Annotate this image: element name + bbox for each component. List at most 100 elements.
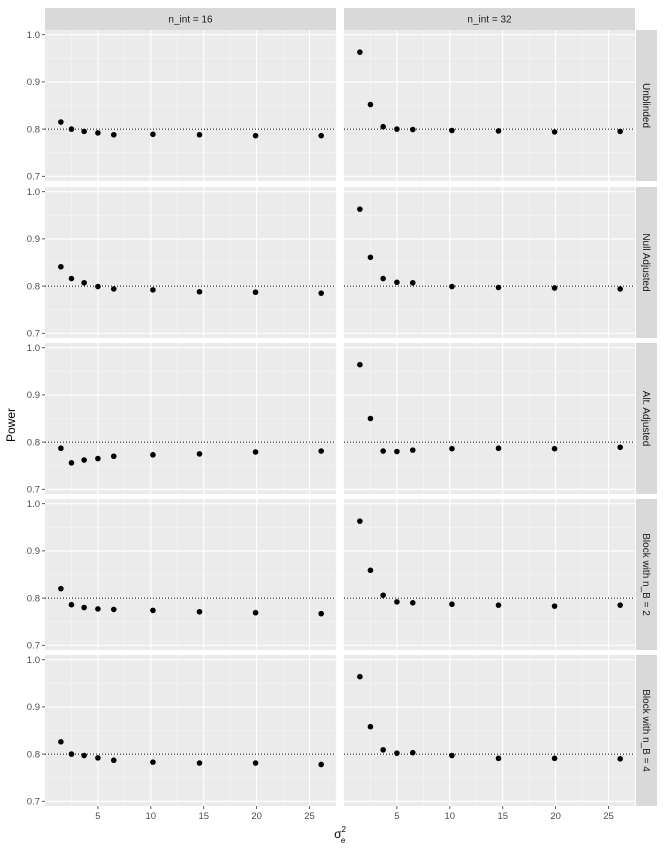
y-tick-label: 0.8 [27, 281, 40, 292]
y-tick-label: 0.8 [27, 437, 40, 448]
data-point-r2-c0-6 [196, 451, 203, 457]
x-tick-label: 20 [251, 811, 262, 822]
panel-4-1 [344, 655, 636, 806]
data-point-r4-c0-8 [318, 761, 324, 768]
x-tick-label: 25 [603, 811, 614, 822]
y-tick-label: 0.8 [27, 749, 40, 760]
y-tick-label: 0.9 [27, 234, 40, 245]
data-point-r0-c1-8 [617, 128, 623, 135]
y-tick-label: 0.7 [27, 641, 40, 652]
x-axis-title-main: σ [334, 827, 342, 841]
x-tick-label: 10 [146, 811, 157, 822]
data-point-r1-c0-2 [81, 279, 87, 286]
data-point-r3-c0-1 [68, 601, 75, 608]
data-point-r4-c1-2 [380, 747, 386, 753]
data-point-r4-c0-2 [81, 752, 87, 759]
data-point-r1-c1-8 [617, 286, 623, 292]
panel-1-0 [45, 187, 337, 338]
x-tick-label: 15 [198, 811, 209, 822]
data-point-r0-c1-7 [551, 129, 558, 135]
data-point-r1-c1-7 [551, 285, 558, 291]
panel-0-1 [344, 30, 636, 181]
y-tick-label: 0.8 [27, 593, 40, 604]
column-strip-1 [344, 8, 635, 30]
panels-layer [45, 30, 636, 806]
y-tick-label: 0.9 [27, 390, 40, 401]
data-point-r2-c1-3 [394, 448, 400, 455]
data-point-r1-c0-3 [95, 283, 101, 290]
data-point-r1-c1-5 [449, 283, 455, 290]
x-tick-label: 25 [304, 811, 315, 822]
data-point-r4-c1-6 [495, 755, 502, 762]
data-point-r3-c0-5 [150, 607, 156, 614]
data-point-r3-c0-3 [95, 606, 101, 612]
y-tick-label: 0.9 [27, 546, 40, 557]
y-tick-label: 1.0 [27, 655, 40, 666]
data-point-r1-c1-3 [394, 279, 400, 286]
data-point-r0-c1-1 [367, 101, 374, 108]
y-tick-label: 0.7 [27, 329, 40, 340]
y-tick-label: 1.0 [27, 187, 40, 198]
data-point-r0-c0-6 [196, 131, 203, 138]
data-point-r4-c1-5 [449, 752, 455, 759]
y-tick-label: 1.0 [27, 499, 40, 510]
data-point-r1-c0-4 [110, 286, 117, 292]
data-point-r0-c1-4 [409, 126, 416, 133]
data-point-r3-c0-0 [58, 585, 64, 592]
data-point-r1-c1-0 [357, 206, 363, 212]
row-strip-label-2: Alt. Adjusted [640, 391, 651, 447]
row-strip-label-3: Block with n_B = 2 [640, 533, 651, 616]
strips-layer: n_int = 16 n_int = 32 Unblinded Null Adjust… [45, 8, 657, 806]
data-point-r0-c1-5 [449, 127, 455, 134]
data-point-r2-c0-2 [81, 457, 87, 463]
data-point-r4-c0-1 [68, 751, 75, 757]
panel-3-1 [344, 499, 636, 650]
data-point-r1-c1-1 [367, 254, 374, 261]
data-point-r2-c1-2 [380, 448, 386, 454]
data-point-r0-c1-2 [380, 123, 386, 130]
x-tick-label: 5 [95, 811, 100, 822]
data-point-r3-c1-4 [409, 600, 416, 606]
x-tick-label: 10 [445, 811, 456, 822]
data-point-r1-c0-8 [318, 290, 324, 296]
data-point-r3-c0-4 [110, 606, 117, 613]
data-point-r0-c0-4 [110, 131, 117, 138]
data-point-r2-c0-0 [58, 445, 64, 452]
data-point-r2-c0-5 [150, 452, 156, 458]
data-point-r1-c0-5 [150, 287, 156, 293]
data-point-r4-c0-7 [252, 760, 259, 766]
data-point-r0-c1-3 [394, 126, 400, 132]
panel-2-0 [45, 343, 337, 494]
data-point-r2-c1-6 [495, 445, 502, 452]
data-point-r4-c1-7 [551, 755, 558, 762]
data-point-r1-c0-7 [252, 289, 259, 296]
data-point-r3-c0-8 [318, 610, 324, 617]
data-point-r2-c1-7 [551, 445, 558, 452]
x-axis-title-sub: e [341, 836, 346, 845]
data-point-r0-c0-7 [252, 132, 259, 139]
data-point-r3-c0-6 [196, 608, 203, 615]
data-point-r0-c0-3 [95, 130, 101, 136]
row-strip-label-1: Null Adjusted [640, 233, 651, 291]
row-strip-4 [636, 655, 657, 806]
data-point-r3-c1-5 [449, 601, 455, 608]
y-tick-label: 0.7 [27, 172, 40, 183]
data-point-r1-c0-0 [58, 263, 64, 270]
y-tick-label: 0.7 [27, 485, 40, 496]
data-point-r0-c0-0 [58, 119, 64, 125]
y-tick-label: 0.9 [27, 77, 40, 88]
x-axis-title-sup: 2 [341, 825, 346, 834]
data-point-r4-c1-4 [409, 749, 416, 756]
data-point-r4-c0-3 [95, 755, 101, 761]
data-point-r3-c1-6 [495, 602, 502, 608]
data-point-r3-c1-0 [357, 518, 363, 524]
panel-0-0 [45, 30, 337, 181]
data-point-r4-c0-4 [110, 757, 117, 764]
row-strip-1 [636, 187, 657, 338]
data-point-r4-c1-8 [617, 756, 623, 762]
data-point-r3-c1-8 [617, 602, 623, 608]
axes-layer: 0.7 0.8 0.9 1.0 0.7 0.8 0.9 1.0 0.7 0.8 0.9 1.0 0.7 0… [27, 30, 614, 822]
row-strip-0 [636, 30, 657, 181]
panel-4-0 [45, 655, 337, 806]
